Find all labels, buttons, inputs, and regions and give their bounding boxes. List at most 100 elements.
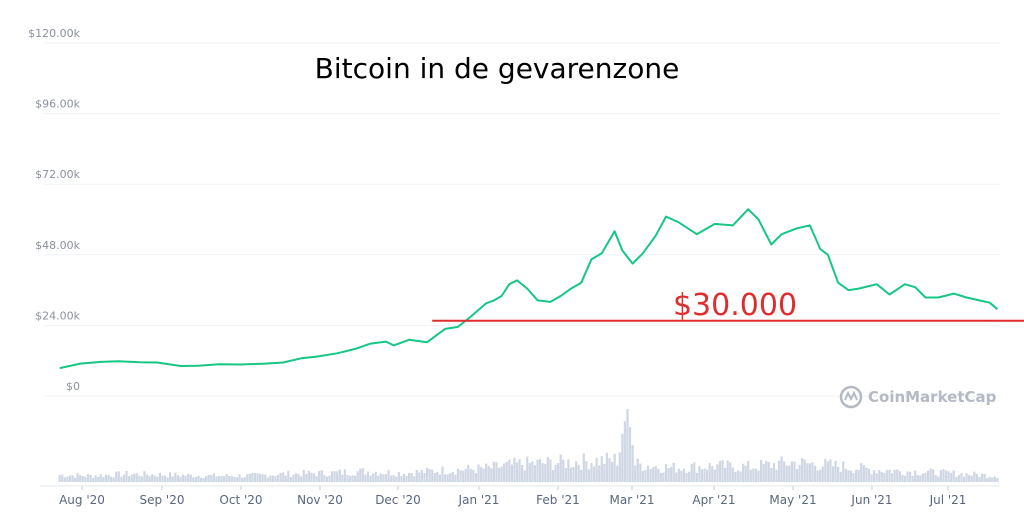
volume-bar [482,468,485,482]
y-tick-label: $0 [66,380,80,393]
volume-bar [608,458,611,482]
volume-bar [307,470,311,482]
volume-bar [102,477,105,482]
volume-bar [659,472,662,482]
volume-bar [384,473,388,482]
volume-bar [896,469,899,482]
volume-bar [243,476,246,482]
volume-bar [549,459,552,482]
volume-bar [914,470,917,482]
volume-bar [497,467,501,482]
volume-bar [405,475,408,482]
volume-bar [189,474,192,482]
volume-bar [341,474,344,482]
volume-bar [377,475,380,482]
volume-bar [179,476,182,482]
volume-bar [372,473,375,482]
volume-bar [803,459,806,482]
volume-bar [282,472,285,482]
volume-bar [557,463,560,482]
volume-bar [901,474,904,482]
volume-bar [724,467,727,482]
volume-bar [752,468,755,482]
volume-bar [531,461,534,482]
volume-bar [880,471,883,482]
volume-bar [736,470,740,482]
volume-bar [338,469,341,482]
volume-bar [808,463,811,482]
volume-bar [695,472,698,482]
volume-bar [703,468,706,482]
volume-bar [145,474,149,482]
volume-bar [305,473,308,482]
x-tick-label: Apr '21 [692,493,735,507]
volume-bar [408,472,411,482]
volume-bar [284,475,287,482]
volume-bar [500,466,503,482]
volume-bar [582,453,585,482]
volume-bar [364,474,367,482]
volume-bar [690,464,693,482]
volume-bar [636,458,639,482]
volume-bar [790,461,794,482]
volume-bar [574,461,578,482]
volume-bar [626,408,629,482]
volume-bar [688,471,691,482]
volume-bar [932,469,935,482]
volume-bar [169,472,172,482]
volume-bar [952,470,955,482]
volume-bar [839,471,842,482]
x-tick-label: Mar '21 [609,493,654,507]
volume-bar [652,467,655,482]
volume-bar [657,468,660,482]
volume-bar [181,474,185,482]
volume-bar [983,473,986,482]
volume-bar [351,475,354,482]
volume-bar [287,470,290,482]
volume-bar [885,470,889,482]
volume-bar [826,461,829,482]
volume-bar [765,461,768,482]
volume-bar [759,459,763,482]
volume-bar [289,477,293,482]
volume-bar [325,476,328,482]
volume-bar [228,476,231,482]
volume-bar [878,470,881,482]
volume-bar [590,462,593,482]
volume-bar [279,472,282,482]
volume-bar [916,475,919,482]
volume-bar [559,454,562,482]
volume-bar [202,478,205,482]
volume-bar [115,471,118,482]
volume-bar [980,473,984,482]
volume-bar [163,475,167,482]
volume-bar [908,471,912,482]
volume-bar [772,463,776,482]
volume-bar [628,427,632,482]
volume-bar [66,476,69,482]
x-tick-label: May '21 [769,493,816,507]
volume-bar [595,457,598,482]
volume-bar [587,469,591,482]
volume-bar [271,475,275,482]
volume-bar [441,466,444,482]
volume-bar [302,470,305,482]
x-tick-label: Nov '20 [297,493,343,507]
volume-bar [315,476,318,482]
y-tick-label: $72.00k [35,168,80,181]
volume-bar [490,468,493,482]
volume-bar [829,459,832,482]
volume-bar [328,475,331,482]
volume-bar [166,477,169,482]
volume-bar [744,465,747,482]
volume-bar [135,473,138,482]
volume-bar [919,475,922,482]
volume-bar [875,473,878,482]
volume-bar [698,466,701,482]
volume-bar [318,471,321,482]
volume-bar [873,470,876,482]
volume-bar [410,473,413,482]
volume-bar [539,458,542,482]
volume-bar [693,462,696,482]
volume-bar [610,461,614,482]
